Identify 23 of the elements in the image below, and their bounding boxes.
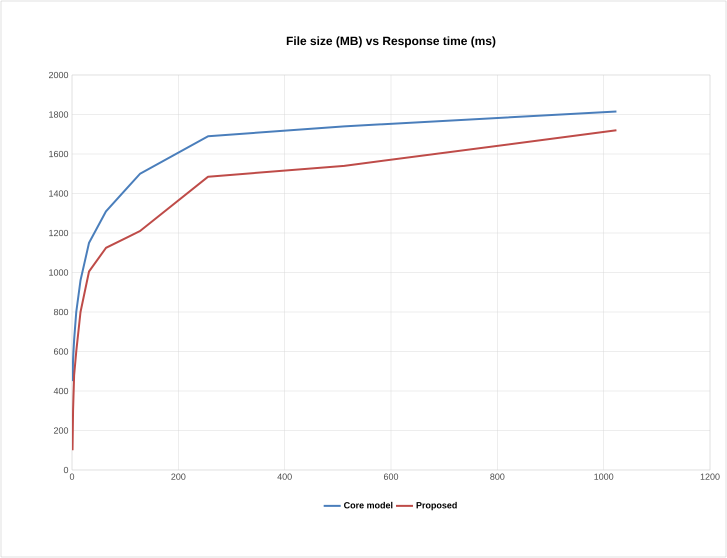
y-tick-label: 1200: [49, 230, 68, 236]
x-tick-label: 0: [70, 474, 74, 480]
y-tick-label: 1400: [49, 190, 68, 197]
line-series: [72, 110, 618, 382]
x-tick-label: 1000: [594, 474, 614, 480]
x-tick-label: 800: [490, 474, 504, 480]
y-tick-label: 600: [54, 348, 68, 355]
y-tick-label: 1600: [49, 150, 68, 158]
y-tick-label: 800: [54, 308, 68, 316]
line-series: [72, 129, 618, 452]
x-tick-label: 200: [171, 474, 186, 480]
x-tick-label: 600: [384, 474, 398, 480]
y-tick-label: 1800: [49, 111, 68, 118]
y-tick-label: 2000: [48, 72, 68, 78]
legend-label: Core model: [344, 502, 392, 508]
y-tick-label: 400: [54, 388, 68, 394]
y-tick-label: 200: [54, 427, 68, 434]
x-tick-label: 1200: [700, 474, 720, 480]
legend-label: Proposed: [416, 502, 457, 510]
y-tick-label: 1000: [49, 269, 68, 276]
x-tick-label: 400: [277, 474, 292, 480]
chart-title: File size (MB) vs Response time (ms): [286, 36, 496, 48]
y-tick-label: 0: [64, 466, 68, 474]
